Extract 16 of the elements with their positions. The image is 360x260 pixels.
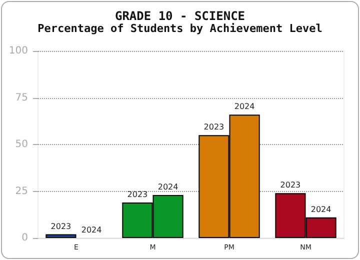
series-label: 2023 <box>50 222 72 231</box>
text: 2024 <box>81 226 102 234</box>
y-tick-label: 50 <box>15 139 28 150</box>
text: 2024 <box>310 204 332 214</box>
text: 2023 <box>280 180 301 190</box>
bar <box>46 234 76 238</box>
text: 2024 <box>234 102 255 112</box>
series-label: 2024 <box>158 182 178 192</box>
y-tick-label: 25 <box>15 186 28 197</box>
y-tick-label: 75 <box>15 92 28 104</box>
chart-title: GRADE 10 - SCIENCE <box>114 9 246 23</box>
y-tick-label: 0 <box>22 232 28 244</box>
text: 2023 <box>127 190 148 199</box>
y-tick-label: 100 <box>8 46 28 56</box>
text: 2023 <box>204 122 224 132</box>
chart-subtitle: Percentage of Students by Achievement Level <box>38 22 322 35</box>
